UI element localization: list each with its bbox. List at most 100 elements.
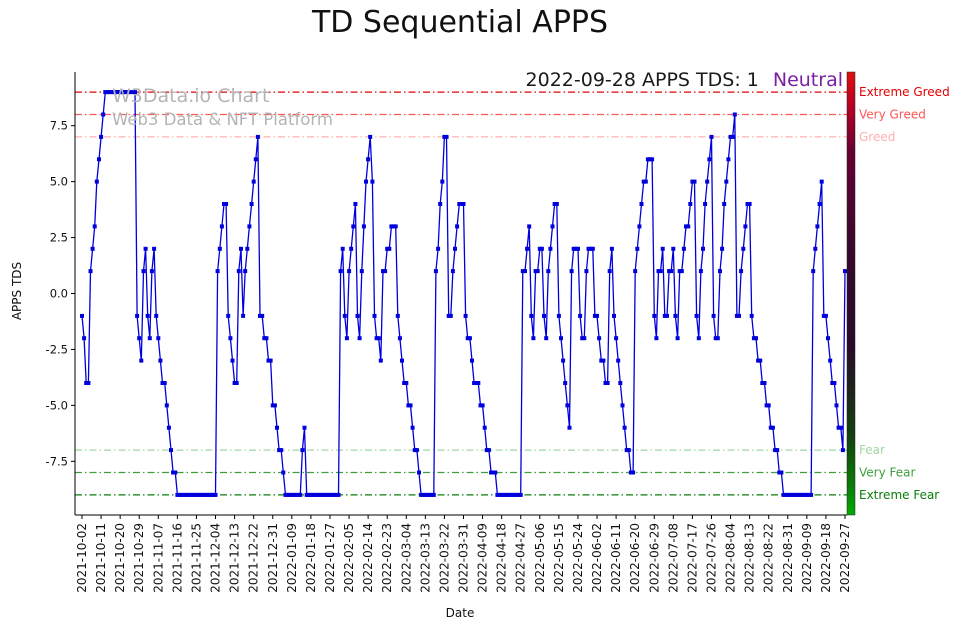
tds-marker [523,269,527,274]
y-tick-label: -5.0 [46,398,68,412]
tds-marker [158,358,163,363]
tds-marker [783,492,788,497]
x-tick-label: 2022-08-31 [781,523,795,593]
tds-marker [567,425,572,430]
tds-marker [561,358,566,363]
tds-marker [766,403,771,408]
tds-marker [414,448,419,453]
x-tick-label: 2022-09-18 [819,523,833,593]
tds-marker [211,492,216,497]
tds-marker [143,246,148,251]
x-tick-label: 2021-11-16 [170,523,184,593]
y-tick-label: -7.5 [46,454,68,468]
x-tick-label: 2022-03-22 [437,523,451,593]
tds-marker [658,269,663,274]
tds-marker [529,313,534,318]
tds-marker [92,224,97,229]
tds-marker [474,381,479,385]
tds-marker [436,246,441,251]
tds-marker [671,246,676,251]
tds-marker [641,179,646,184]
tds-marker [539,246,544,251]
tds-marker [190,492,195,497]
tds-marker [279,448,284,453]
x-tick-label: 2022-06-02 [590,523,604,593]
tds-marker [453,246,457,251]
tds-marker [459,202,464,206]
tds-marker [533,269,538,274]
tds-marker [828,358,833,363]
tds-marker [794,492,799,497]
tds-marker [175,492,180,497]
tds-marker [251,179,256,184]
tds-marker [489,470,494,475]
tds-marker [745,202,750,206]
threshold-label: Extreme Greed [859,85,950,99]
x-tick-label: 2022-07-08 [666,523,680,593]
tds-marker [457,202,462,206]
tds-marker [739,269,744,274]
tds-marker [86,381,91,385]
tds-marker [741,246,746,251]
tds-marker [737,313,741,318]
tds-marker [637,224,642,229]
tds-marker [232,381,237,385]
tds-marker [775,448,780,453]
tds-marker [624,448,629,453]
tds-marker [764,403,769,408]
tds-marker [478,403,483,408]
tds-marker [531,336,536,341]
tds-marker [249,202,254,206]
tds-marker [429,492,434,497]
tds-marker [188,492,193,497]
tds-marker [550,224,555,229]
tds-marker [804,492,809,497]
tds-marker [501,492,506,497]
tds-marker [323,492,328,497]
tds-marker [840,448,845,453]
tds-marker [111,90,116,95]
tds-marker [236,269,241,274]
tds-marker [535,269,540,274]
tds-marker [241,313,246,318]
tds-marker [743,224,748,229]
tds-marker [520,269,525,274]
tds-marker [169,448,173,453]
tds-marker [355,313,360,318]
tds-marker [843,269,847,274]
tds-marker [433,269,438,274]
tds-marker [198,492,203,497]
tds-marker [707,157,712,162]
tds-marker [552,202,557,206]
tds-marker [800,492,805,497]
tds-marker [815,224,820,229]
tds-marker [395,313,400,318]
tds-marker [595,313,599,318]
tds-marker [397,336,402,341]
tds-marker [548,246,553,251]
tds-marker [618,381,623,385]
tds-marker [194,492,199,497]
tds-marker [463,313,468,318]
tds-marker [465,336,470,341]
tds-marker [245,246,250,251]
tds-marker [823,313,828,318]
threshold-label: Very Fear [859,465,915,479]
tds-marker [116,90,120,95]
tds-marker [226,313,231,318]
x-tick-label: 2022-08-13 [743,523,757,593]
x-tick-label: 2022-04-09 [476,523,490,593]
tds-marker [122,90,127,95]
x-tick-label: 2022-07-26 [704,523,718,593]
x-tick-label: 2022-03-31 [457,523,471,593]
tds-marker [470,358,474,363]
tds-marker [656,269,661,274]
tds-marker [209,492,214,497]
tds-marker [518,492,523,497]
tds-marker [285,492,290,497]
tds-marker [149,269,154,274]
tds-marker [527,224,532,229]
tds-marker [440,179,445,184]
tds-marker [338,269,343,274]
tds-marker [709,134,714,139]
